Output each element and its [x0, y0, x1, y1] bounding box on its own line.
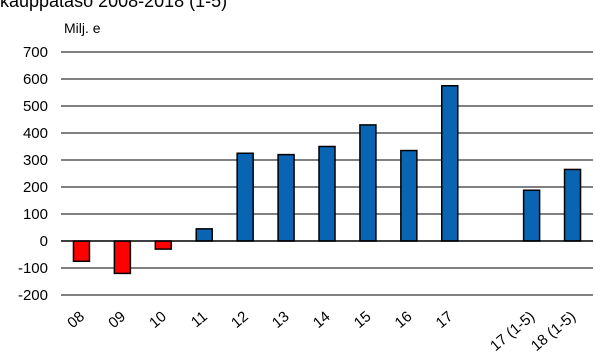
bar	[113, 240, 132, 275]
bar	[441, 85, 459, 242]
bar	[195, 228, 213, 242]
y-tick-label: 0	[40, 233, 48, 250]
y-tick-label: 600	[23, 71, 48, 88]
x-tick-label: 12	[228, 308, 252, 332]
y-tick-label: 500	[23, 98, 48, 115]
x-tick-label: 15	[351, 308, 375, 332]
y-tick-label: 100	[23, 206, 48, 223]
y-tick-label: 700	[23, 44, 48, 61]
bar	[563, 168, 582, 242]
y-tick-label: 400	[23, 125, 48, 142]
bar	[236, 152, 254, 242]
x-axis-ticks: 08 09 10 11 12 13 14 15 16 17 17 (1-5)18 (1-5)	[64, 308, 579, 355]
x-tick-label: 16	[392, 308, 416, 332]
x-tick-label: 13	[269, 308, 293, 332]
bar	[522, 189, 541, 242]
bar	[277, 153, 295, 242]
x-tick-label: 08	[64, 308, 88, 332]
y-tick-label: 300	[23, 152, 48, 169]
chart-title: kauppataso 2008-2018 (1-5)	[0, 0, 228, 11]
x-tick-label: 17 (1-5)	[487, 308, 538, 355]
bar	[400, 149, 418, 242]
bar	[154, 240, 173, 250]
x-tick-label: 14	[310, 308, 334, 332]
bar	[359, 124, 377, 242]
y-tick-label: 200	[23, 179, 48, 196]
x-tick-label: 18 (1-5)	[528, 308, 579, 355]
bar	[318, 145, 336, 242]
y-tick-label: -100	[18, 260, 48, 277]
bar	[72, 240, 91, 262]
y-axis-ticks: 700 600 500 400 300 200 100 0 -100 -200	[18, 44, 48, 304]
x-tick-label: 11	[188, 308, 211, 331]
x-tick-label: 10	[146, 308, 170, 332]
y-tick-label: -200	[18, 287, 48, 304]
x-tick-label: 17	[433, 308, 457, 332]
bars	[72, 85, 582, 275]
x-tick-label: 09	[105, 308, 129, 332]
y-axis-unit-label: Milj. e	[64, 20, 101, 36]
